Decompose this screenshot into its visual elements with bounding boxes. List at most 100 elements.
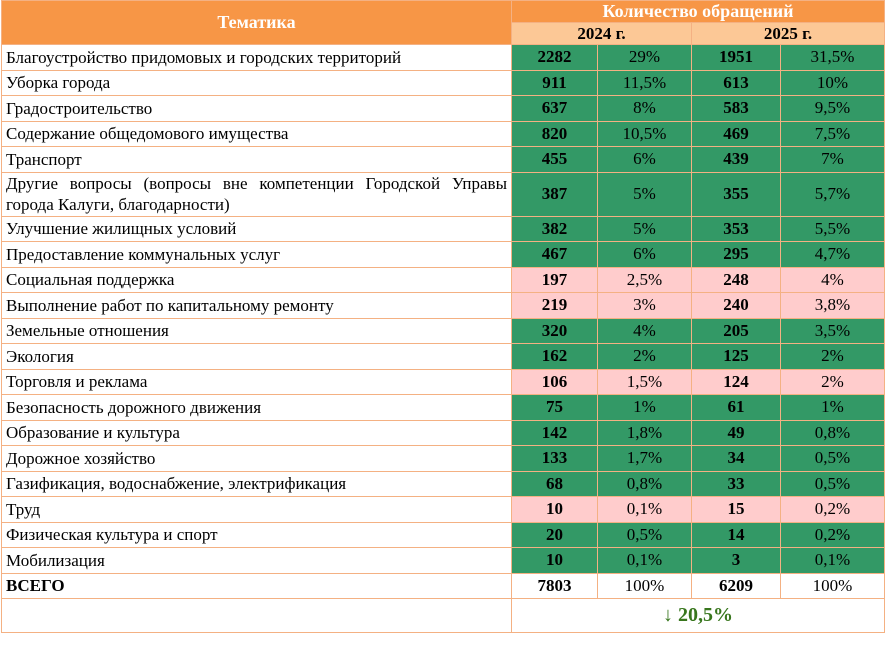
pct-2024: 5% xyxy=(597,171,692,217)
pct-2024: 10,5% xyxy=(597,120,692,147)
theme-cell: Уборка города xyxy=(1,69,512,96)
table-row: Торговля и реклама 106 1,5% 124 2% xyxy=(1,368,885,395)
table-row: Выполнение работ по капитальному ремонту… xyxy=(1,292,885,319)
count-2024: 142 xyxy=(511,419,598,446)
count-2024: 387 xyxy=(511,171,598,217)
count-2024: 2282 xyxy=(511,44,598,71)
pct-2025: 3,8% xyxy=(780,292,885,319)
theme-cell: Безопасность дорожного движения xyxy=(1,394,512,421)
table-row: Труд 10 0,1% 15 0,2% xyxy=(1,496,885,523)
table-row: Благоустройство придомовых и городских т… xyxy=(1,44,885,71)
table-row: Градостроительство 637 8% 583 9,5% xyxy=(1,95,885,122)
table-row: Содержание общедомового имущества 820 10,5… xyxy=(1,120,885,147)
count-2025: 49 xyxy=(691,419,781,446)
pct-2025: 4,7% xyxy=(780,241,885,268)
total-row: ВСЕГО 7803 100% 6209 100% xyxy=(1,572,885,599)
count-2024: 637 xyxy=(511,95,598,122)
table-row: Безопасность дорожного движения 75 1% 61 1% xyxy=(1,394,885,421)
theme-cell: Физическая культура и спорт xyxy=(1,521,512,548)
count-2024: 455 xyxy=(511,146,598,173)
pct-2025: 0,5% xyxy=(780,470,885,497)
count-2025: 61 xyxy=(691,394,781,421)
pct-2024: 1,5% xyxy=(597,368,692,395)
appeals-table: Тематика Количество обращений 2024 г. 20… xyxy=(1,0,885,633)
theme-cell: Предоставление коммунальных услуг xyxy=(1,241,512,268)
theme-cell: Дорожное хозяйство xyxy=(1,445,512,472)
count-2024: 106 xyxy=(511,368,598,395)
pct-2024: 3% xyxy=(597,292,692,319)
pct-2024: 0,8% xyxy=(597,470,692,497)
pct-2024: 2% xyxy=(597,343,692,370)
count-header: Количество обращений xyxy=(511,0,885,23)
table-row: Другие вопросы (вопросы вне компетенции … xyxy=(1,171,885,217)
pct-2025: 0,1% xyxy=(780,547,885,574)
table-row: Мобилизация 10 0,1% 3 0,1% xyxy=(1,547,885,574)
pct-2024: 6% xyxy=(597,146,692,173)
count-2024: 382 xyxy=(511,215,598,242)
pct-2024: 5% xyxy=(597,215,692,242)
theme-cell: Торговля и реклама xyxy=(1,368,512,395)
table-row: Предоставление коммунальных услуг 467 6% 29… xyxy=(1,241,885,268)
pct-2025: 2% xyxy=(780,343,885,370)
pct-2025: 2% xyxy=(780,368,885,395)
count-2025: 469 xyxy=(691,120,781,147)
table-row: Земельные отношения 320 4% 205 3,5% xyxy=(1,317,885,344)
pct-2024: 1% xyxy=(597,394,692,421)
count-2025: 3 xyxy=(691,547,781,574)
theme-cell: Труд xyxy=(1,496,512,523)
total-2025: 6209 xyxy=(691,572,781,599)
change-value: ↓ 20,5% xyxy=(511,598,885,633)
count-2024: 219 xyxy=(511,292,598,319)
table-row: Газификация, водоснабжение, электрификац… xyxy=(1,470,885,497)
pct-2025: 31,5% xyxy=(780,44,885,71)
count-2024: 20 xyxy=(511,521,598,548)
theme-cell: Улучшение жилищных условий xyxy=(1,215,512,242)
pct-2024: 4% xyxy=(597,317,692,344)
table-row: Образование и культура 142 1,8% 49 0,8% xyxy=(1,419,885,446)
pct-2024: 1,7% xyxy=(597,445,692,472)
count-2024: 197 xyxy=(511,266,598,293)
count-2024: 10 xyxy=(511,547,598,574)
pct-2025: 0,2% xyxy=(780,521,885,548)
count-2025: 124 xyxy=(691,368,781,395)
theme-cell: Образование и культура xyxy=(1,419,512,446)
count-2024: 75 xyxy=(511,394,598,421)
table-row: Уборка города 911 11,5% 613 10% xyxy=(1,69,885,96)
count-2025: 125 xyxy=(691,343,781,370)
count-2025: 353 xyxy=(691,215,781,242)
pct-2025: 4% xyxy=(780,266,885,293)
pct-2024: 0,1% xyxy=(597,547,692,574)
pct-2025: 0,2% xyxy=(780,496,885,523)
year-2025-header: 2025 г. xyxy=(691,22,885,45)
count-2025: 248 xyxy=(691,266,781,293)
total-label: ВСЕГО xyxy=(1,572,512,599)
count-2025: 355 xyxy=(691,171,781,217)
theme-cell: Транспорт xyxy=(1,146,512,173)
pct-2024: 6% xyxy=(597,241,692,268)
table-row: Дорожное хозяйство 133 1,7% 34 0,5% xyxy=(1,445,885,472)
empty-cell xyxy=(1,598,512,633)
theme-cell: Благоустройство придомовых и городских т… xyxy=(1,44,512,71)
count-2024: 162 xyxy=(511,343,598,370)
table-row: Социальная поддержка 197 2,5% 248 4% xyxy=(1,266,885,293)
year-2024-header: 2024 г. xyxy=(511,22,692,45)
count-2024: 320 xyxy=(511,317,598,344)
theme-cell: Социальная поддержка xyxy=(1,266,512,293)
pct-2025: 7,5% xyxy=(780,120,885,147)
count-2024: 820 xyxy=(511,120,598,147)
pct-2024: 1,8% xyxy=(597,419,692,446)
pct-2024: 0,1% xyxy=(597,496,692,523)
pct-2025: 3,5% xyxy=(780,317,885,344)
theme-cell: Градостроительство xyxy=(1,95,512,122)
count-2024: 467 xyxy=(511,241,598,268)
pct-2025: 0,8% xyxy=(780,419,885,446)
table-row: Транспорт 455 6% 439 7% xyxy=(1,146,885,173)
pct-2024: 8% xyxy=(597,95,692,122)
total-2024-pct: 100% xyxy=(597,572,692,599)
count-2025: 14 xyxy=(691,521,781,548)
theme-cell: Земельные отношения xyxy=(1,317,512,344)
theme-cell: Газификация, водоснабжение, электрификац… xyxy=(1,470,512,497)
count-2025: 439 xyxy=(691,146,781,173)
total-2024: 7803 xyxy=(511,572,598,599)
count-2025: 240 xyxy=(691,292,781,319)
